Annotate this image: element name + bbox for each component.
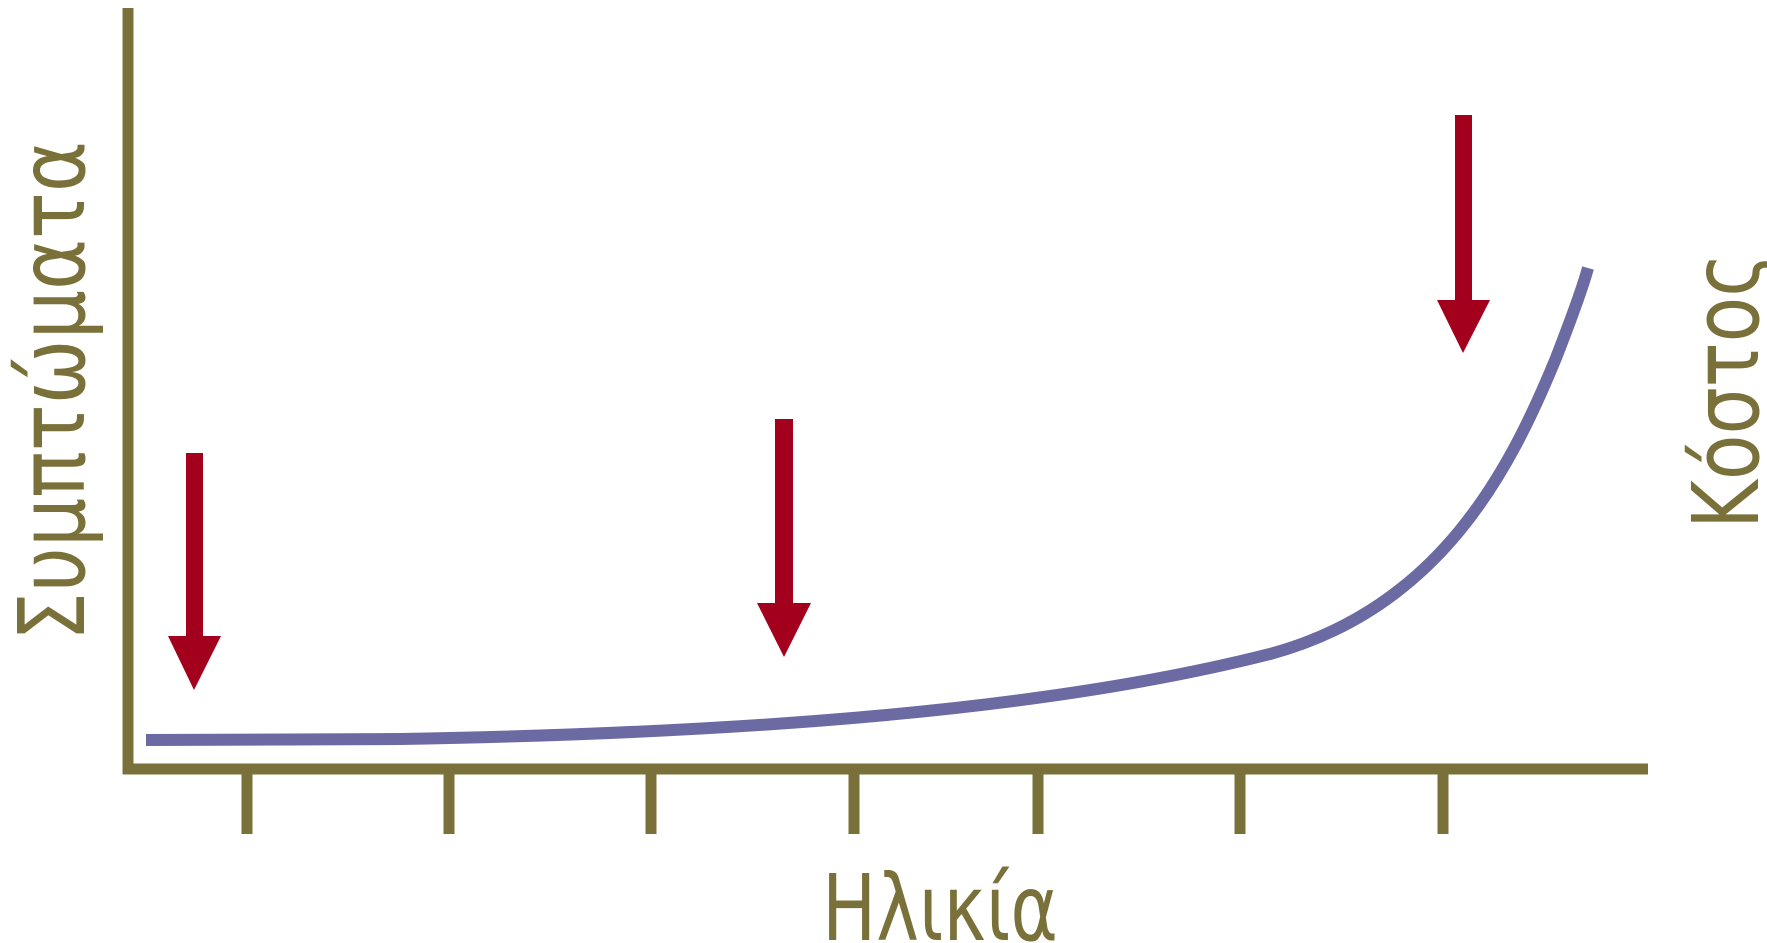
x-axis-label: Ηλικία	[822, 855, 1058, 943]
intervention-arrow-head	[168, 636, 221, 690]
intervention-arrow-head	[1437, 300, 1490, 353]
intervention-arrow	[1437, 115, 1490, 353]
intervention-arrow-shaft	[186, 453, 203, 638]
intervention-arrow-head	[757, 603, 811, 657]
symptoms-cost-curve	[145, 266, 1594, 746]
intervention-arrow	[168, 453, 221, 690]
intervention-arrow-shaft	[1455, 115, 1472, 302]
y-axis-label-right: Κόστος	[1673, 253, 1767, 529]
y-axis-label-left: Συμπτώματα	[0, 141, 106, 641]
x-axis-ticks	[241, 769, 1449, 834]
intervention-arrow-shaft	[775, 419, 793, 605]
intervention-arrow	[757, 419, 811, 657]
